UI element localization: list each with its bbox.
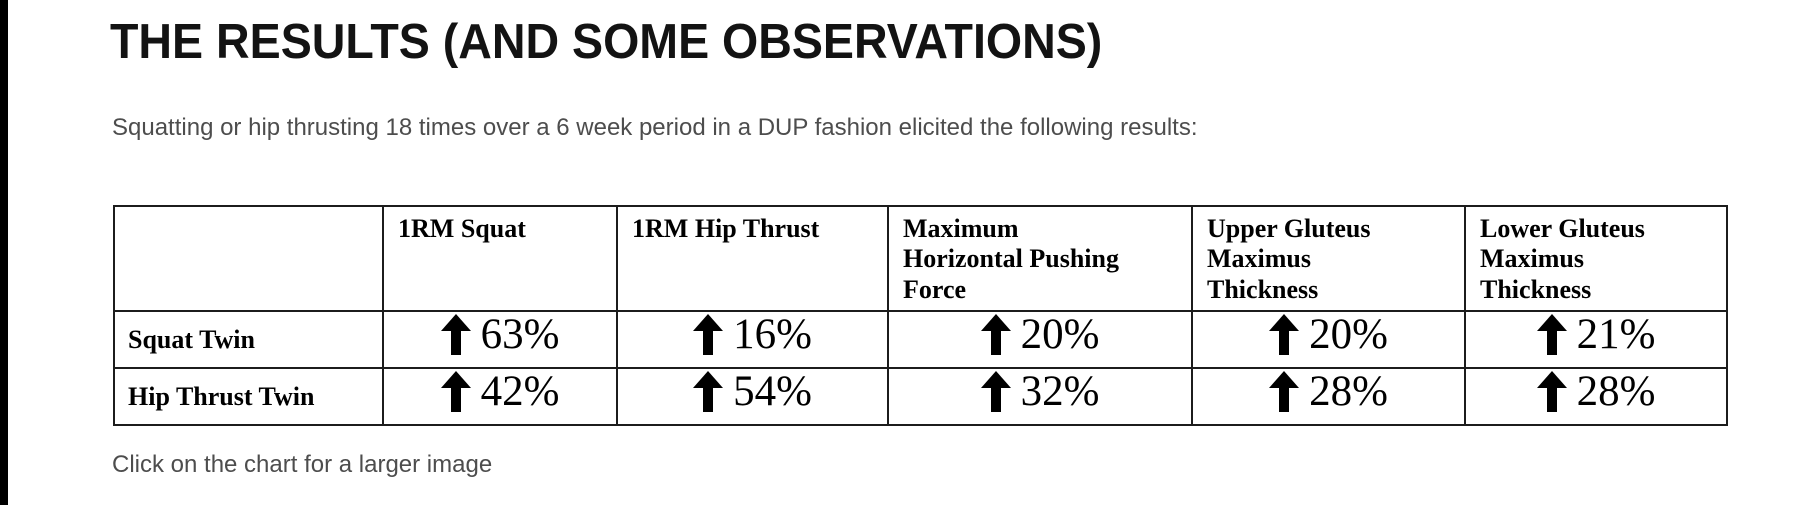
header-cell-max-horizontal-pushing-force: Maximum Horizontal Pushing Force: [887, 205, 1193, 312]
row-label-squat-twin: Squat Twin: [113, 310, 384, 369]
header-cell-1rm-squat: 1RM Squat: [382, 205, 618, 312]
up-arrow-icon: [440, 314, 471, 355]
intro-paragraph: Squatting or hip thrusting 18 times over…: [112, 114, 1198, 141]
up-arrow-icon: [1269, 314, 1300, 355]
header-cell-empty: [113, 205, 384, 312]
up-arrow-icon: [980, 371, 1011, 412]
header-cell-lower-gluteus-thickness: Lower Gluteus Maximus Thickness: [1464, 205, 1728, 312]
cell-hip-thrust-twin-1rm-hip-thrust: 54%: [616, 367, 889, 426]
value-text: 20%: [1309, 311, 1388, 358]
up-arrow-icon: [440, 371, 471, 412]
value-text: 54%: [733, 368, 812, 415]
cell-squat-twin-1rm-squat: 63%: [382, 310, 618, 369]
up-arrow-icon: [693, 314, 724, 355]
cell-hip-thrust-twin-pushing-force: 32%: [887, 367, 1193, 426]
cell-squat-twin-pushing-force: 20%: [887, 310, 1193, 369]
row-label-hip-thrust-twin: Hip Thrust Twin: [113, 367, 384, 426]
table-row-hip-thrust-twin: Hip Thrust Twin 42% 54% 32% 28% 28%: [113, 367, 1728, 426]
up-arrow-icon: [1536, 314, 1567, 355]
value-text: 63%: [480, 311, 560, 358]
results-table[interactable]: 1RM Squat 1RM Hip Thrust Maximum Horizon…: [113, 205, 1728, 426]
table-header-row: 1RM Squat 1RM Hip Thrust Maximum Horizon…: [113, 205, 1728, 312]
value-text: 32%: [1020, 368, 1100, 415]
cell-hip-thrust-twin-upper-gluteus: 28%: [1191, 367, 1466, 426]
value-text: 16%: [733, 311, 812, 358]
value-text: 42%: [480, 368, 560, 415]
value-text: 28%: [1576, 368, 1656, 415]
section-heading: THE RESULTS (AND SOME OBSERVATIONS): [110, 15, 1103, 69]
header-cell-1rm-hip-thrust: 1RM Hip Thrust: [616, 205, 889, 312]
cell-squat-twin-upper-gluteus: 20%: [1191, 310, 1466, 369]
up-arrow-icon: [980, 314, 1011, 355]
table-row-squat-twin: Squat Twin 63% 16% 20% 20% 21%: [113, 310, 1728, 369]
cell-squat-twin-lower-gluteus: 21%: [1464, 310, 1728, 369]
cell-squat-twin-1rm-hip-thrust: 16%: [616, 310, 889, 369]
left-edge-bar: [0, 0, 8, 505]
cell-hip-thrust-twin-1rm-squat: 42%: [382, 367, 618, 426]
chart-click-caption: Click on the chart for a larger image: [112, 451, 493, 478]
value-text: 28%: [1309, 368, 1388, 415]
value-text: 21%: [1576, 311, 1656, 358]
header-cell-upper-gluteus-thickness: Upper Gluteus Maximus Thickness: [1191, 205, 1466, 312]
value-text: 20%: [1020, 311, 1100, 358]
up-arrow-icon: [693, 371, 724, 412]
cell-hip-thrust-twin-lower-gluteus: 28%: [1464, 367, 1728, 426]
up-arrow-icon: [1536, 371, 1567, 412]
up-arrow-icon: [1269, 371, 1300, 412]
